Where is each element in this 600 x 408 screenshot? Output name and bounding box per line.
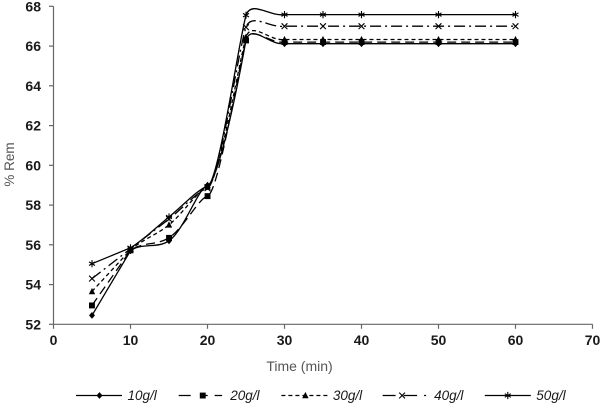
svg-text:30: 30 [277,332,293,348]
svg-text:Time (min): Time (min) [266,358,332,374]
svg-text:54: 54 [25,277,41,293]
svg-text:30g/l: 30g/l [333,388,363,403]
svg-text:60: 60 [25,157,41,173]
svg-text:% Rem: % Rem [2,142,17,186]
svg-text:20g/l: 20g/l [229,388,260,403]
svg-text:60: 60 [508,332,524,348]
svg-text:70: 70 [585,332,600,348]
svg-text:50g/l: 50g/l [536,388,566,403]
svg-text:68: 68 [25,0,41,14]
svg-text:66: 66 [25,38,41,54]
svg-text:10g/l: 10g/l [128,388,158,403]
svg-text:40: 40 [354,332,370,348]
svg-text:0: 0 [50,332,58,348]
svg-text:64: 64 [25,78,41,94]
svg-text:62: 62 [25,118,41,134]
svg-text:52: 52 [25,316,41,332]
svg-text:50: 50 [431,332,447,348]
svg-text:20: 20 [200,332,216,348]
svg-text:40g/l: 40g/l [434,388,464,403]
svg-text:10: 10 [123,332,139,348]
svg-text:58: 58 [25,197,41,213]
svg-text:56: 56 [25,237,41,253]
